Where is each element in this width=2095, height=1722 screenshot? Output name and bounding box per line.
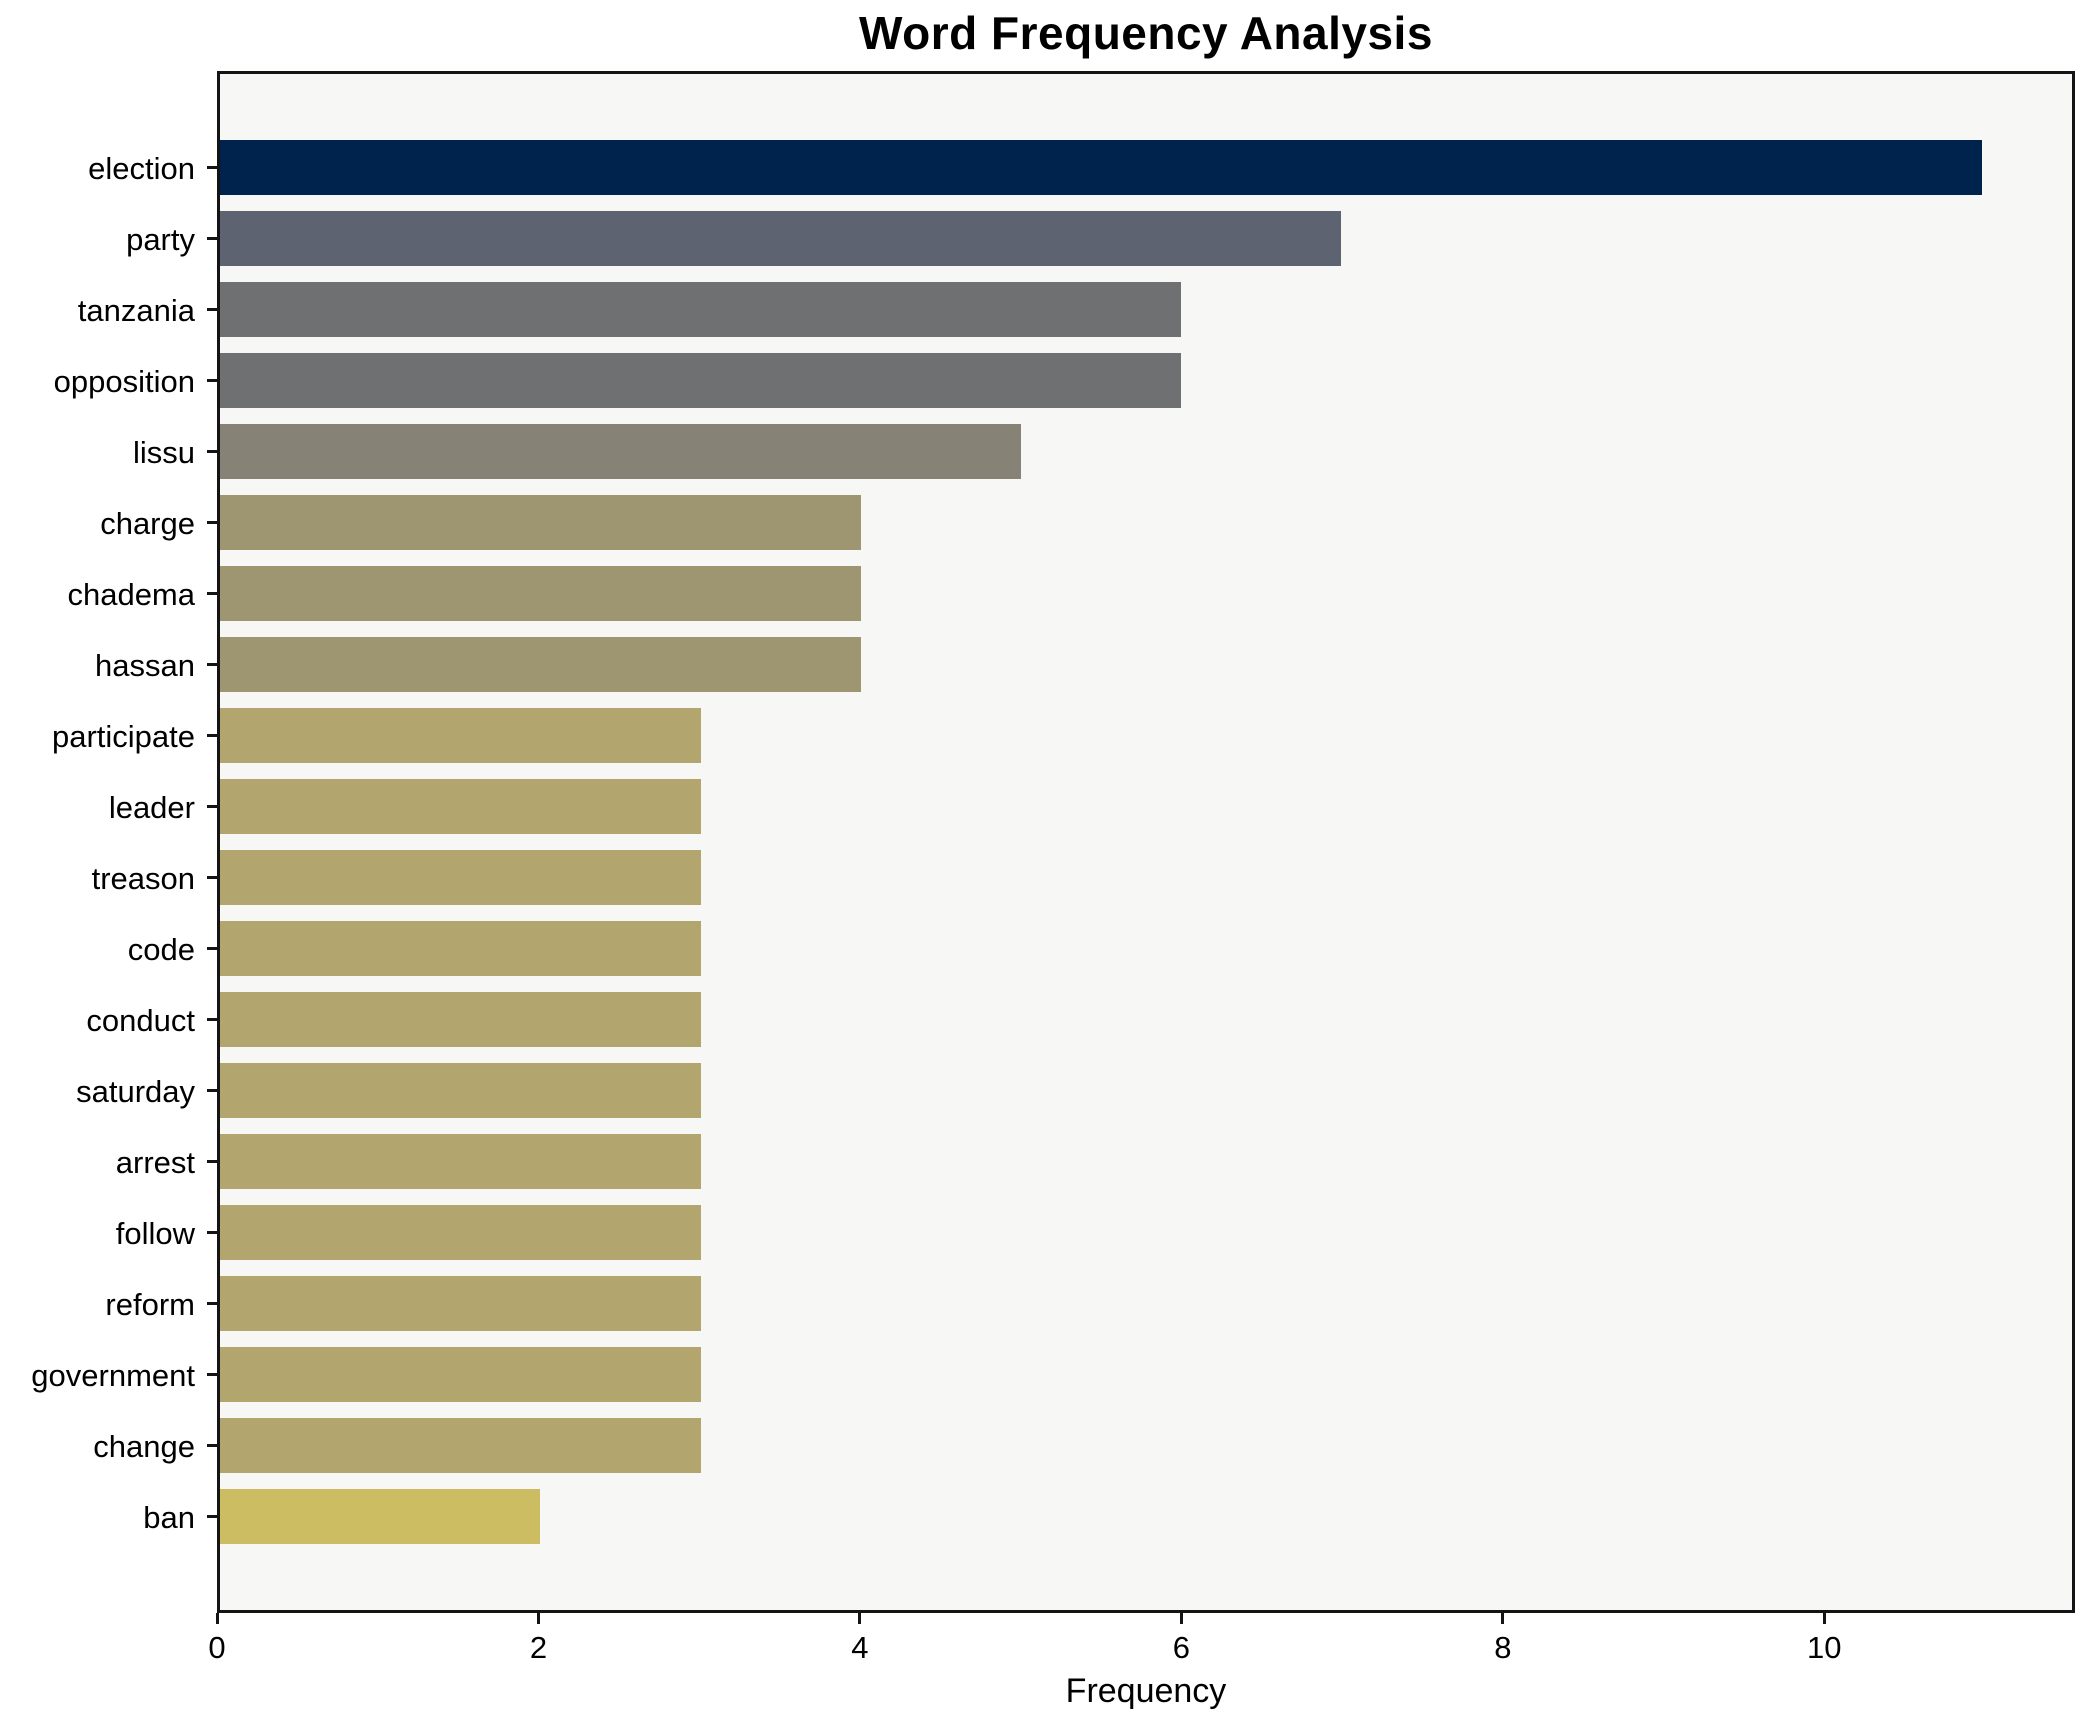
y-tick-label-arrest: arrest bbox=[115, 1144, 195, 1180]
y-tick-label-election: election bbox=[88, 150, 195, 186]
y-tick-mark bbox=[207, 1231, 217, 1234]
y-tick-label-ban: ban bbox=[143, 1499, 195, 1535]
y-tick-label-party: party bbox=[126, 221, 195, 257]
y-tick-mark bbox=[207, 663, 217, 666]
bar-lissu bbox=[220, 424, 1022, 479]
x-tick-mark bbox=[536, 1613, 540, 1624]
y-tick-label-lissu: lissu bbox=[132, 434, 195, 470]
y-tick-mark bbox=[207, 1302, 217, 1305]
bar-reform bbox=[220, 1276, 701, 1331]
y-tick-label-chadema: chadema bbox=[67, 576, 195, 612]
y-tick-mark bbox=[207, 592, 217, 595]
bar-arrest bbox=[220, 1134, 701, 1189]
chart-title: Word Frequency Analysis bbox=[859, 7, 1433, 59]
y-tick-label-government: government bbox=[31, 1357, 195, 1393]
y-tick-mark bbox=[207, 308, 217, 311]
y-tick-label-follow: follow bbox=[115, 1215, 195, 1251]
bar-conduct bbox=[220, 992, 701, 1047]
y-tick-label-change: change bbox=[93, 1428, 195, 1464]
bar-follow bbox=[220, 1205, 701, 1260]
x-tick-label-6: 6 bbox=[1172, 1630, 1190, 1665]
bar-saturday bbox=[220, 1063, 701, 1118]
bar-change bbox=[220, 1418, 701, 1473]
bar-election bbox=[220, 140, 1983, 195]
bar-chadema bbox=[220, 566, 861, 621]
x-tick-mark bbox=[1822, 1613, 1826, 1624]
y-tick-mark bbox=[207, 876, 217, 879]
y-tick-mark bbox=[207, 521, 217, 524]
plot-area bbox=[217, 71, 2075, 1613]
y-tick-label-opposition: opposition bbox=[53, 363, 195, 399]
x-tick-label-8: 8 bbox=[1494, 1630, 1512, 1665]
x-tick-label-2: 2 bbox=[529, 1630, 548, 1665]
y-tick-label-tanzania: tanzania bbox=[77, 292, 195, 328]
y-tick-mark bbox=[207, 1089, 217, 1092]
y-tick-mark bbox=[207, 734, 217, 737]
bar-party bbox=[220, 211, 1342, 266]
x-tick-label-4: 4 bbox=[851, 1630, 869, 1665]
y-tick-mark bbox=[207, 450, 217, 453]
y-tick-label-leader: leader bbox=[108, 789, 195, 825]
x-axis-label: Frequency bbox=[1065, 1672, 1227, 1710]
x-tick-mark bbox=[1179, 1613, 1183, 1624]
x-tick-mark bbox=[1501, 1613, 1505, 1624]
y-tick-mark bbox=[207, 805, 217, 808]
y-tick-label-reform: reform bbox=[105, 1286, 195, 1322]
x-tick-label-10: 10 bbox=[1807, 1630, 1842, 1665]
y-tick-label-treason: treason bbox=[91, 860, 195, 896]
y-tick-label-conduct: conduct bbox=[86, 1002, 195, 1038]
bar-government bbox=[220, 1347, 701, 1402]
bar-ban bbox=[220, 1489, 541, 1544]
bar-treason bbox=[220, 850, 701, 905]
y-tick-label-hassan: hassan bbox=[95, 647, 195, 683]
y-tick-mark bbox=[207, 1018, 217, 1021]
bar-charge bbox=[220, 495, 861, 550]
bar-hassan bbox=[220, 637, 861, 692]
y-tick-label-charge: charge bbox=[100, 505, 195, 541]
x-tick-label-0: 0 bbox=[208, 1630, 226, 1665]
x-tick-mark bbox=[858, 1613, 862, 1624]
bar-participate bbox=[220, 708, 701, 763]
y-tick-mark bbox=[207, 947, 217, 950]
x-tick-mark bbox=[215, 1613, 219, 1624]
y-tick-mark bbox=[207, 166, 217, 169]
y-tick-mark bbox=[207, 1444, 217, 1447]
y-tick-mark bbox=[207, 1160, 217, 1163]
y-tick-mark bbox=[207, 237, 217, 240]
y-tick-label-code: code bbox=[127, 931, 195, 967]
y-tick-label-saturday: saturday bbox=[76, 1073, 195, 1109]
bar-opposition bbox=[220, 353, 1182, 408]
y-tick-mark bbox=[207, 1373, 217, 1376]
bar-leader bbox=[220, 779, 701, 834]
y-tick-mark bbox=[207, 1515, 217, 1518]
y-tick-label-participate: participate bbox=[51, 718, 195, 754]
bar-tanzania bbox=[220, 282, 1182, 337]
bar-code bbox=[220, 921, 701, 976]
y-tick-mark bbox=[207, 379, 217, 382]
